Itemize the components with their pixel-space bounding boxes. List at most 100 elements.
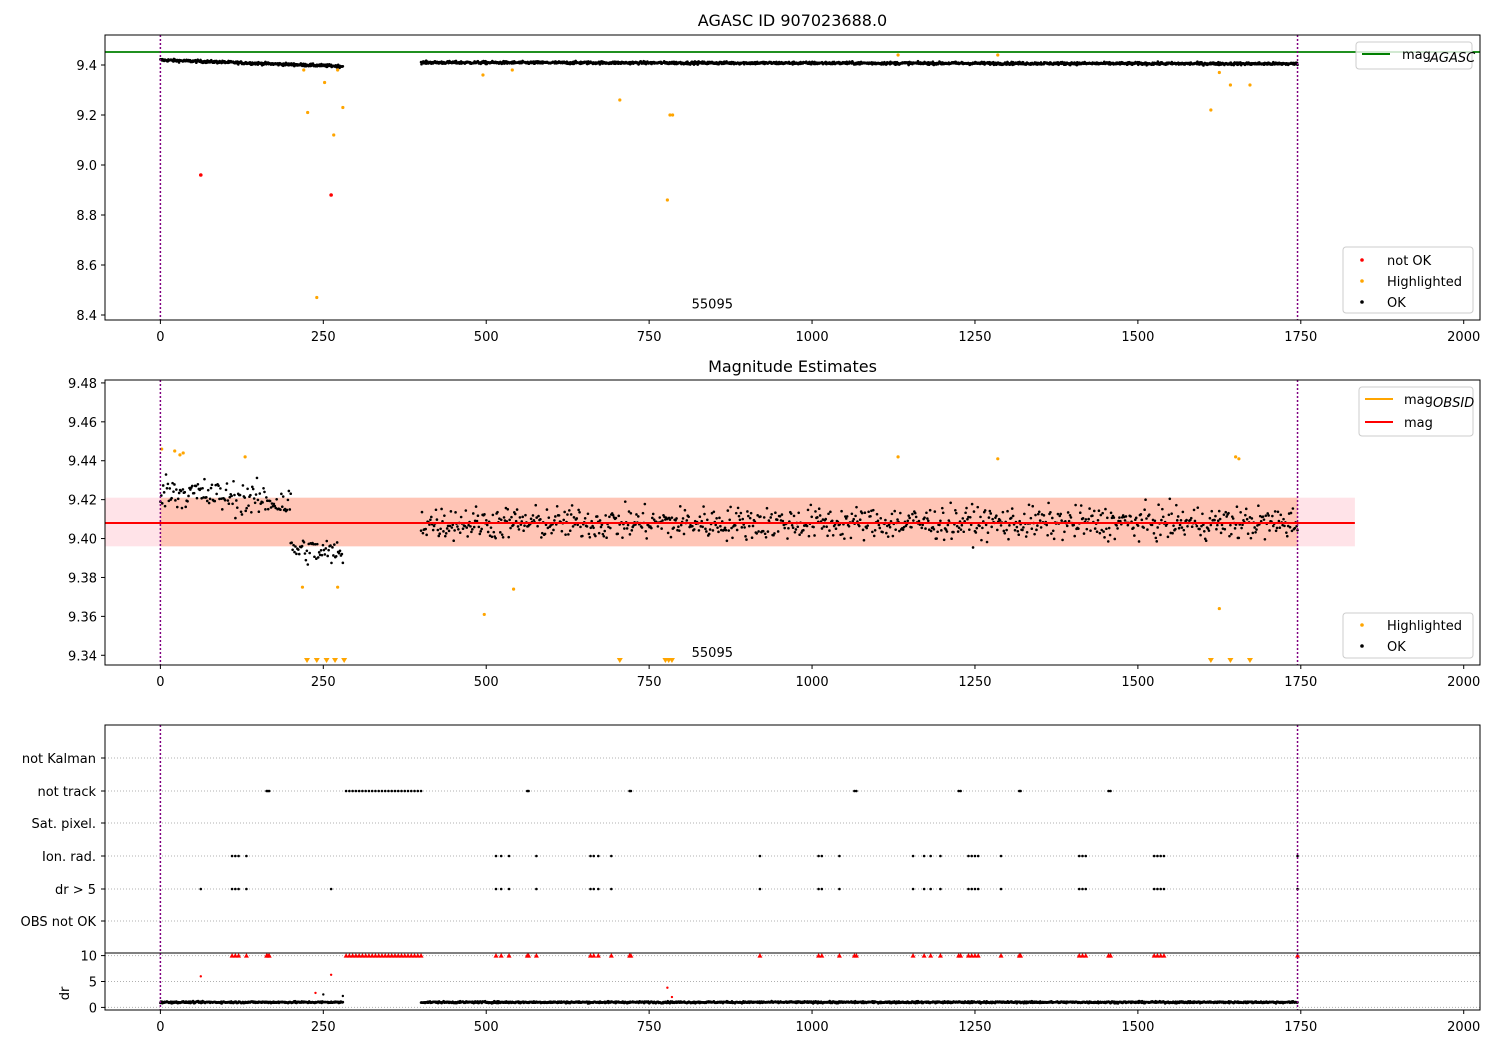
- ok-point: [765, 506, 769, 510]
- ok-point: [1087, 517, 1090, 521]
- ok-point: [899, 511, 902, 515]
- ok-point: [590, 519, 593, 523]
- ok-point: [217, 484, 220, 488]
- ok-point: [1137, 540, 1141, 543]
- ok-point: [288, 508, 292, 511]
- ok-point: [1061, 538, 1064, 542]
- ok-point: [658, 516, 662, 519]
- ok-point: [749, 511, 753, 515]
- ok-point: [279, 508, 282, 512]
- ok-point: [1047, 501, 1050, 505]
- flag-point: [374, 789, 377, 793]
- ok-point: [1268, 529, 1271, 532]
- ok-point: [844, 517, 848, 520]
- ok-point: [616, 532, 620, 536]
- ok-point: [255, 476, 259, 480]
- flag-point: [377, 789, 380, 793]
- flag-point: [1077, 854, 1081, 858]
- ok-point: [635, 513, 638, 516]
- ok-point: [430, 515, 433, 519]
- ok-point: [861, 528, 865, 532]
- legend-label: mag: [1404, 416, 1433, 431]
- ok-point: [1175, 519, 1179, 522]
- ok-point: [1185, 518, 1188, 522]
- ok-point: [177, 491, 181, 495]
- ok-point: [965, 506, 968, 510]
- highlighted-point: [1234, 455, 1238, 459]
- x-tick-label: 2000: [1447, 675, 1480, 690]
- ok-point: [860, 511, 864, 515]
- ok-point: [485, 518, 488, 522]
- ok-point: [241, 484, 245, 487]
- ok-point: [329, 544, 332, 547]
- ok-point: [499, 531, 502, 534]
- ok-point: [806, 508, 810, 512]
- ok-point: [939, 519, 942, 523]
- ok-point: [902, 525, 906, 529]
- ok-point: [175, 505, 179, 509]
- ok-point: [1285, 534, 1289, 538]
- ok-point: [1179, 518, 1183, 522]
- ok-point: [843, 537, 846, 540]
- flag-point: [973, 854, 977, 858]
- ok-point: [1035, 528, 1038, 532]
- flag-point: [361, 789, 364, 793]
- x-tick-label: 1250: [958, 675, 991, 690]
- y-tick-label: 9.42: [68, 494, 97, 509]
- ok-point: [1037, 510, 1041, 514]
- ok-point: [312, 542, 315, 546]
- ok-point: [1116, 527, 1119, 530]
- ok-point: [1291, 507, 1295, 510]
- y-tick-label: 9.2: [76, 109, 97, 124]
- ok-point: [1274, 529, 1278, 533]
- ok-point: [740, 526, 744, 529]
- ok-point: [1159, 533, 1162, 537]
- ok-point: [969, 523, 973, 527]
- ok-point: [250, 510, 253, 514]
- ok-point: [238, 493, 242, 497]
- ok-point: [547, 516, 551, 519]
- ok-point: [1142, 526, 1145, 529]
- ok-point: [873, 529, 877, 532]
- ok-point: [945, 530, 949, 533]
- ok-point: [889, 520, 893, 523]
- ok-point: [1204, 539, 1208, 543]
- flag-category-label: not Kalman: [22, 752, 96, 767]
- ok-point: [603, 529, 607, 533]
- flag-point: [494, 887, 498, 891]
- below-range-marker: [323, 658, 330, 663]
- ok-point: [313, 555, 316, 559]
- ok-point: [322, 548, 326, 552]
- ok-point: [457, 527, 460, 531]
- ok-point: [968, 515, 972, 519]
- ok-point: [429, 518, 432, 522]
- ok-point: [994, 516, 997, 519]
- ok-point: [731, 536, 734, 540]
- y-tick-label: 9.38: [68, 571, 97, 586]
- ok-point: [644, 529, 648, 533]
- ok-point: [621, 536, 624, 539]
- ok-point: [780, 513, 784, 516]
- x-tick-label: 250: [311, 675, 336, 690]
- ok-point: [293, 550, 296, 554]
- ok-point: [1002, 529, 1006, 533]
- ok-point: [335, 541, 339, 544]
- ok-point: [579, 525, 582, 529]
- ok-point: [1003, 531, 1007, 535]
- flag-point: [817, 854, 820, 858]
- flag-point: [1019, 789, 1022, 793]
- ok-point: [330, 561, 333, 565]
- ok-point: [458, 531, 462, 534]
- ok-point: [180, 506, 184, 510]
- ok-point: [1058, 514, 1062, 518]
- ok-point: [715, 516, 718, 520]
- ok-point: [1217, 509, 1221, 513]
- ok-point: [167, 499, 171, 503]
- ok-point: [595, 515, 599, 518]
- ok-point: [746, 510, 749, 513]
- ok-point: [891, 534, 895, 538]
- ok-point: [1098, 531, 1102, 535]
- ok-point: [614, 516, 618, 520]
